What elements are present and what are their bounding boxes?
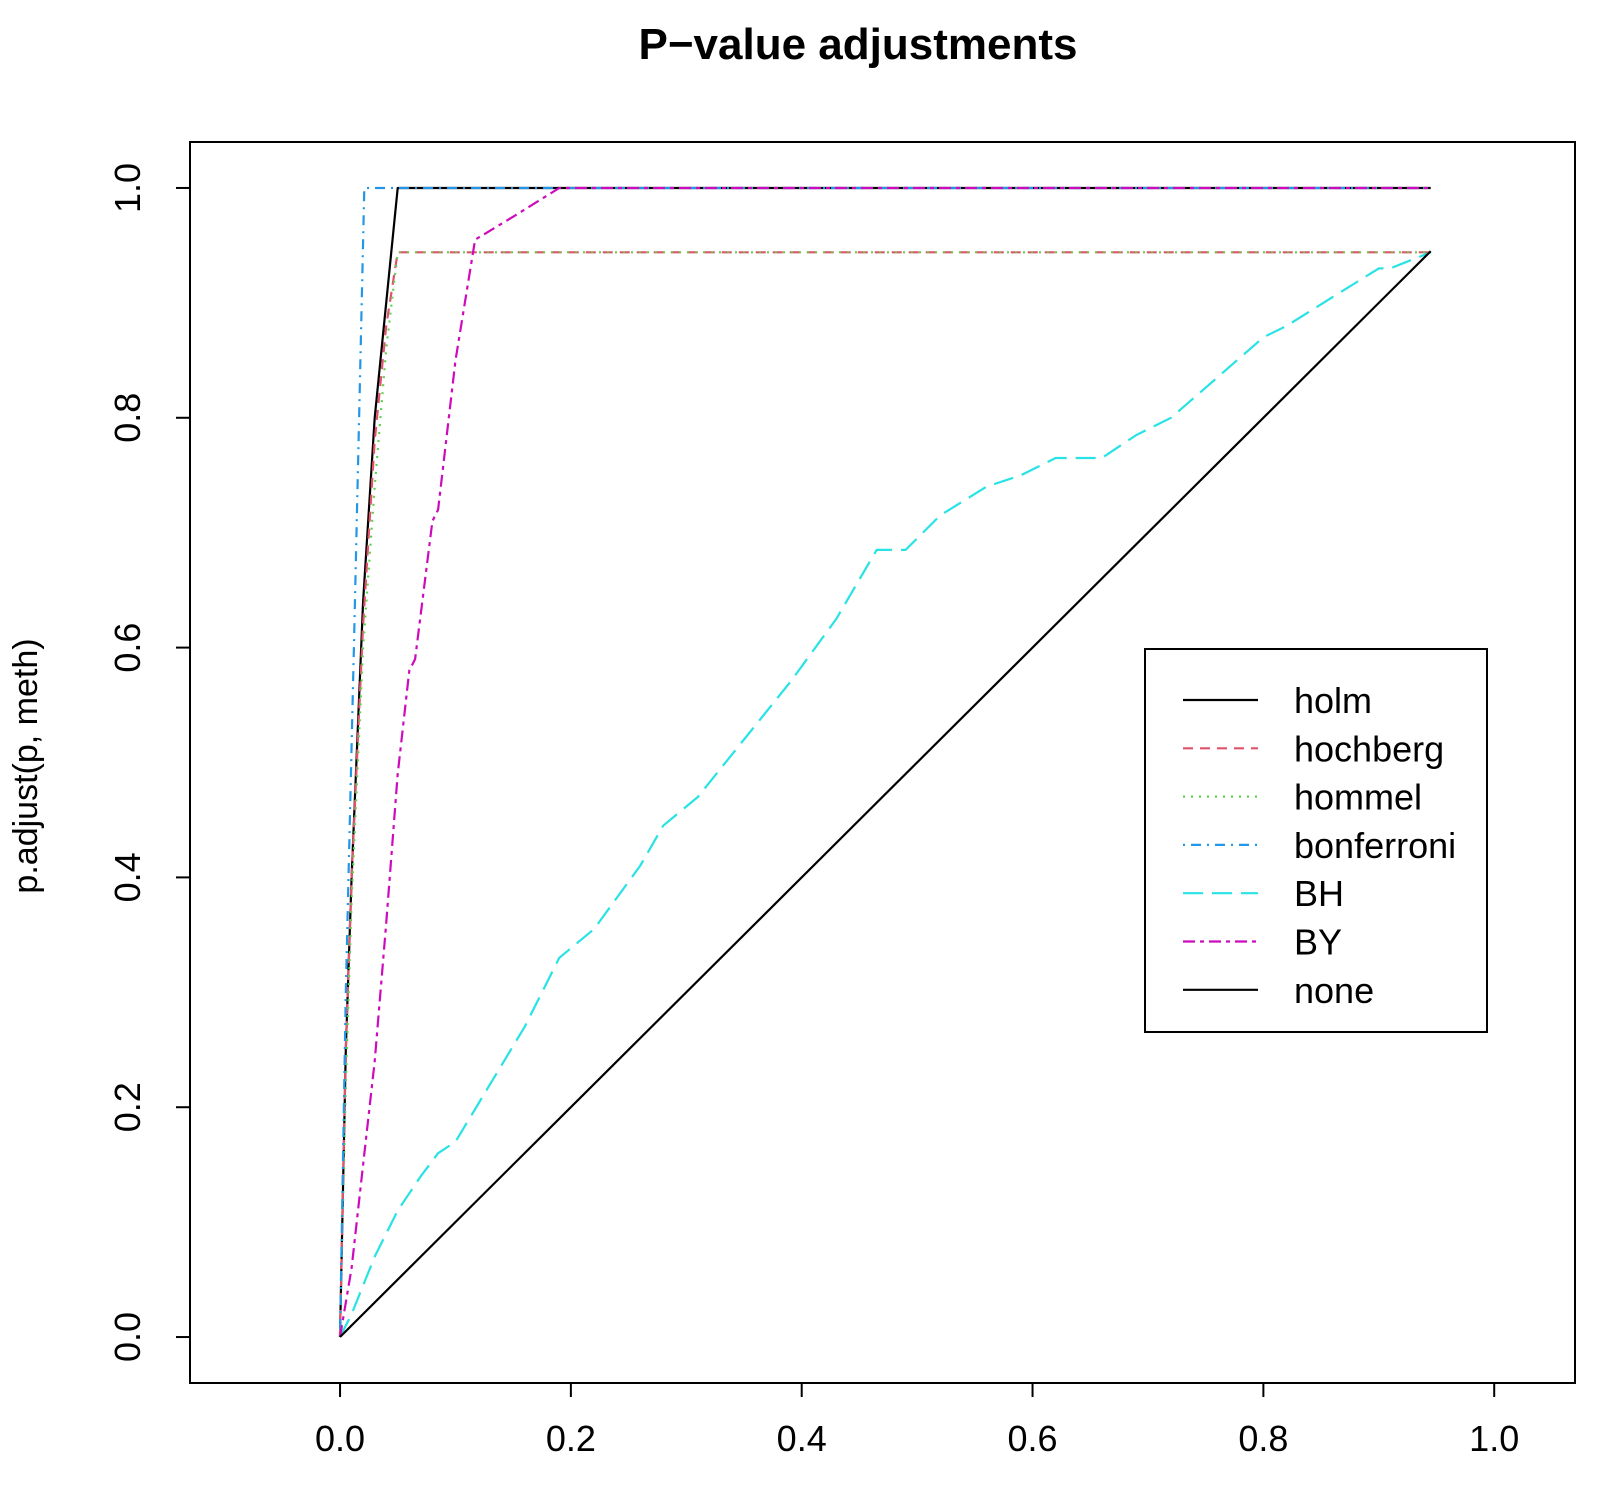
x-tick-label: 0.8 xyxy=(1238,1418,1288,1459)
y-tick-label: 0.2 xyxy=(107,1082,148,1132)
legend: holm hochberg hommel bonferroni BH BY none xyxy=(1144,648,1488,1033)
x-tick-label: 0.0 xyxy=(315,1418,365,1459)
series-line-bh xyxy=(339,251,1432,1338)
y-tick-label: 0.6 xyxy=(107,623,148,673)
y-tick-label: 0.0 xyxy=(107,1312,148,1362)
legend-label-hochberg: hochberg xyxy=(1294,728,1444,769)
series-layer xyxy=(338,186,1432,1338)
y-tick-label: 0.8 xyxy=(107,393,148,443)
chart-title: P−value adjustments xyxy=(639,20,1078,69)
y-axis-label: p.adjust(p, meth) xyxy=(7,638,45,893)
legend-items: holm hochberg hommel bonferroni BH BY none xyxy=(1183,680,1456,1011)
series-line-holm xyxy=(338,186,1431,1338)
legend-box xyxy=(1144,648,1488,1033)
y-axis: 0.0 0.2 0.4 0.6 0.8 1.0 xyxy=(107,163,191,1362)
legend-label-bonferroni: bonferroni xyxy=(1294,825,1456,866)
legend-label-none: none xyxy=(1294,970,1374,1011)
x-axis: 0.0 0.2 0.4 0.6 0.8 1.0 xyxy=(315,1382,1519,1459)
x-tick-label: 0.4 xyxy=(777,1418,827,1459)
legend-label-holm: holm xyxy=(1294,680,1372,721)
series-line-none xyxy=(339,250,1432,1338)
series-line-hochberg xyxy=(338,251,1431,1338)
x-tick-label: 1.0 xyxy=(1469,1418,1519,1459)
series-line-by xyxy=(338,186,1431,1338)
y-tick-label: 1.0 xyxy=(107,163,148,213)
y-tick-label: 0.4 xyxy=(107,852,148,902)
x-tick-label: 0.6 xyxy=(1008,1418,1058,1459)
legend-label-by: BY xyxy=(1294,922,1342,963)
legend-label-bh: BH xyxy=(1294,873,1344,914)
legend-label-hommel: hommel xyxy=(1294,777,1422,818)
x-tick-label: 0.2 xyxy=(546,1418,596,1459)
series-line-bonferroni xyxy=(338,186,1431,1338)
